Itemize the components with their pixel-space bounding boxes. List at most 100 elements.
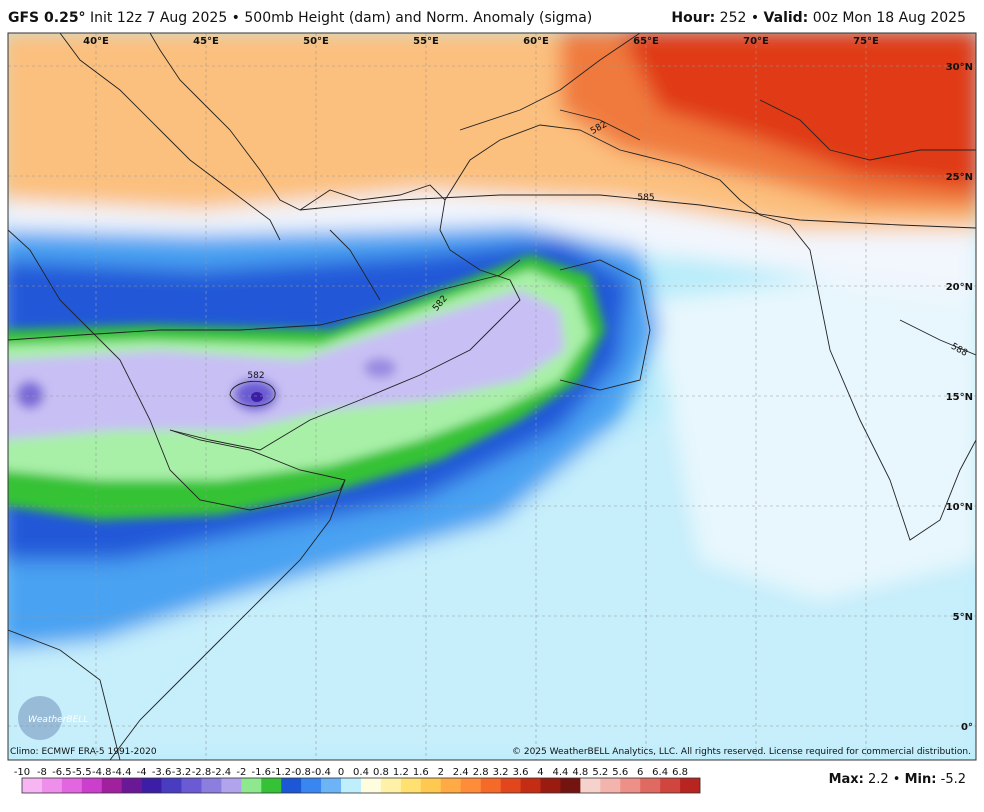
longitude-label: 65°E — [633, 36, 659, 47]
color-label: -2.8 — [192, 767, 212, 778]
header-right: Hour: 252 • Valid: 00z Mon 18 Aug 2025 — [671, 10, 966, 26]
color-label: -10 — [14, 767, 30, 778]
longitude-label: 75°E — [853, 36, 879, 47]
color-swatch — [341, 778, 362, 793]
contour-label: 582 — [247, 371, 264, 381]
climo-note: Climo: ECMWF ERA-5 1991-2020 — [10, 747, 157, 757]
longitude-label: 45°E — [193, 36, 219, 47]
color-label: -3.2 — [172, 767, 192, 778]
color-swatch — [241, 778, 262, 793]
color-label: -1.6 — [252, 767, 272, 778]
color-swatch — [640, 778, 661, 793]
latitude-label: 5°N — [953, 612, 973, 623]
min-label: Min: — [905, 772, 937, 787]
color-swatch — [480, 778, 501, 793]
color-label: -4.8 — [92, 767, 112, 778]
color-swatch — [380, 778, 402, 793]
latitude-label: 0° — [961, 722, 973, 733]
color-swatch — [520, 778, 541, 793]
color-label: -0.8 — [291, 767, 311, 778]
longitude-label: 40°E — [83, 36, 109, 47]
color-swatch — [301, 778, 322, 793]
color-label: -3.6 — [152, 767, 172, 778]
color-label: 5.6 — [612, 767, 628, 778]
color-swatch — [41, 778, 63, 793]
logo-mark — [18, 696, 62, 740]
logo-text: WeatherBELL — [28, 715, 88, 725]
color-label: 5.2 — [592, 767, 608, 778]
color-label: -8 — [37, 767, 47, 778]
color-swatch — [540, 778, 561, 793]
color-label: 3.6 — [513, 767, 529, 778]
max-min: Max: 2.2 • Min: -5.2 — [829, 772, 966, 787]
latitude-label: 30°N — [946, 62, 973, 73]
color-label: -0.4 — [311, 767, 331, 778]
color-bar-outline — [21, 777, 701, 794]
color-label: -1.2 — [271, 767, 291, 778]
color-swatch — [580, 778, 601, 793]
longitude-label: 70°E — [743, 36, 769, 47]
color-label: -2.4 — [212, 767, 232, 778]
longitude-label: 55°E — [413, 36, 439, 47]
color-swatch — [22, 778, 43, 793]
color-label: 6.8 — [672, 767, 688, 778]
color-swatch — [161, 778, 182, 793]
hour-value: 252 • — [720, 10, 759, 26]
color-swatch — [500, 778, 521, 793]
color-label: -5.5 — [72, 767, 92, 778]
color-swatch — [400, 778, 422, 793]
color-swatch — [61, 778, 83, 793]
hour-label: Hour: — [671, 10, 715, 26]
color-swatch — [660, 778, 681, 793]
color-label: 0 — [338, 767, 344, 778]
color-label: 4.8 — [572, 767, 588, 778]
color-swatch — [321, 778, 342, 793]
color-label: 2.4 — [453, 767, 469, 778]
header-left: GFS 0.25° Init 12z 7 Aug 2025 • 500mb He… — [8, 10, 592, 26]
color-swatch — [680, 778, 701, 793]
map-frame — [7, 32, 977, 761]
max-label: Max: — [829, 772, 864, 787]
color-bar: -10 -8 -6.5 -5.5 -4.8 -4.4 -4 -3.6 -3.2 -2.8 -2.4-… — [14, 767, 701, 794]
min-value: -5.2 — [941, 772, 966, 787]
color-swatch — [221, 778, 242, 793]
height-contours — [8, 109, 976, 407]
longitude-label: 60°E — [523, 36, 549, 47]
color-label: 4.4 — [552, 767, 568, 778]
valid-value: 00z Mon 18 Aug 2025 — [813, 10, 966, 26]
color-swatch — [101, 778, 123, 793]
valid-label: Valid: — [764, 10, 809, 26]
color-label: -6.5 — [52, 767, 72, 778]
color-label: -2 — [236, 767, 246, 778]
color-swatch — [460, 778, 481, 793]
color-swatch — [181, 778, 202, 793]
graticule — [8, 33, 976, 760]
color-label: 2.8 — [473, 767, 489, 778]
color-swatch — [440, 778, 462, 793]
model: GFS 0.25° — [8, 10, 86, 26]
contour-label: 585 — [637, 193, 654, 203]
max-value: 2.2 • — [868, 772, 900, 787]
color-label: 6 — [637, 767, 643, 778]
color-swatch — [141, 778, 162, 793]
color-label: -4 — [137, 767, 147, 778]
latitude-label: 25°N — [946, 172, 973, 183]
color-label: 3.2 — [493, 767, 509, 778]
color-label: 2 — [438, 767, 444, 778]
color-label: 1.2 — [393, 767, 409, 778]
color-swatch — [560, 778, 581, 793]
color-swatch — [121, 778, 142, 793]
color-swatch — [201, 778, 222, 793]
color-label: 0.8 — [373, 767, 389, 778]
longitude-label: 50°E — [303, 36, 329, 47]
color-label: -4.4 — [112, 767, 132, 778]
coastlines — [8, 33, 976, 760]
copyright: © 2025 WeatherBELL Analytics, LLC. All r… — [512, 747, 971, 757]
latitude-label: 20°N — [946, 282, 973, 293]
color-swatch — [620, 778, 641, 793]
latitude-label: 10°N — [946, 502, 973, 513]
color-swatch — [361, 778, 382, 793]
color-label: 0.4 — [353, 767, 369, 778]
